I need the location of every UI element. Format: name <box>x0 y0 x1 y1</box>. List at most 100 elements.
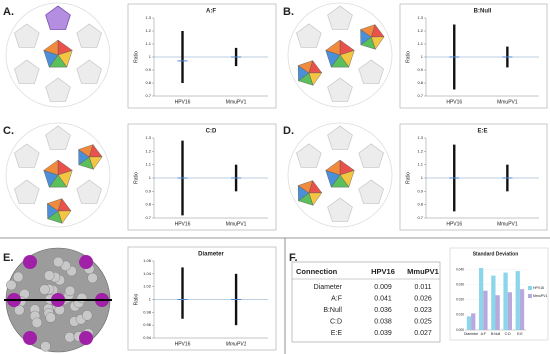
chart-frame <box>127 246 277 351</box>
bar <box>471 313 476 330</box>
x-tick-label: HPV16 <box>446 99 462 105</box>
capsomer-blob <box>76 292 88 304</box>
table-cell: 0.039 <box>374 330 392 337</box>
table-header: MmuPV1 <box>407 267 439 276</box>
capsomer-blob <box>6 279 17 291</box>
chart-title: B:Null <box>474 9 492 15</box>
chart-title: Diameter <box>198 252 224 258</box>
table-cell: B:Null <box>323 307 342 314</box>
table-header: Connection <box>296 267 338 276</box>
capsomer <box>360 24 376 38</box>
capsomer <box>43 39 59 56</box>
x-tick-label: HPV16 <box>446 221 462 227</box>
table-cell: 0.023 <box>414 307 432 314</box>
y-tick-label: 0.94 <box>143 335 152 340</box>
pentamer <box>13 179 40 204</box>
capsomer-blob <box>45 312 56 323</box>
bar <box>507 292 512 330</box>
y-tick-label: 1.3 <box>145 15 151 20</box>
y-tick-label: 1.04 <box>143 271 152 276</box>
panel-label: E. <box>3 252 13 264</box>
legend-label: HPV16 <box>533 286 544 290</box>
capsomer-blob <box>87 272 98 284</box>
table-header: HPV16 <box>371 267 395 276</box>
bar <box>491 275 496 330</box>
capsomer-blob <box>39 284 50 295</box>
y-axis-label: Ratio <box>133 172 139 184</box>
y-axis-label: Ratio <box>133 51 139 63</box>
table-cell: 0.025 <box>414 318 432 325</box>
y-tick-label: 1.02 <box>143 284 152 289</box>
bar <box>519 289 525 330</box>
pentamer <box>45 5 71 30</box>
chart-frame <box>399 123 548 231</box>
x-tick-label: HPV16 <box>175 99 191 105</box>
y-tick-label: 0.96 <box>143 322 152 327</box>
bar <box>479 268 484 330</box>
capsomer-blob <box>14 304 25 316</box>
x-tick-label: C:D <box>505 332 512 336</box>
bar <box>503 272 508 330</box>
table-cell: 0.027 <box>414 330 432 337</box>
capsomer <box>297 180 313 194</box>
y-tick-label: 0.030 <box>456 283 464 287</box>
y-axis-label: Ratio <box>405 51 411 63</box>
chart-title: E:E <box>477 129 487 135</box>
x-tick-label: A:F <box>481 332 486 336</box>
capsomer-blob <box>53 256 64 268</box>
capsomer <box>325 159 341 176</box>
pentamer <box>295 23 322 48</box>
y-tick-label: 1.3 <box>145 135 151 140</box>
bar <box>495 295 500 330</box>
pentamer <box>76 179 103 204</box>
y-axis-label: Ratio <box>133 293 139 305</box>
y-tick-label: 1.3 <box>417 15 423 20</box>
x-tick-label: MmuPV1 <box>226 341 247 347</box>
capsomer <box>43 159 59 176</box>
pentamer <box>358 179 385 204</box>
panel-label: D. <box>283 125 294 137</box>
pentamer <box>327 5 353 30</box>
capsomer-blob <box>64 332 75 343</box>
capsomer-blob <box>81 310 93 321</box>
capsomer <box>78 144 94 158</box>
table-frame <box>291 261 441 343</box>
bar <box>466 316 472 330</box>
x-tick-label: Diameter <box>464 332 479 336</box>
x-tick-label: E:E <box>517 332 523 336</box>
table-cell: A:F <box>331 295 342 302</box>
y-tick-label: 1 <box>149 297 152 302</box>
table-cell: 0.041 <box>374 295 392 302</box>
pentamer <box>358 143 385 168</box>
panel-label: B. <box>283 6 294 18</box>
purple-capsomer <box>79 331 93 345</box>
y-tick-label: 1 <box>421 54 424 59</box>
chart-frame <box>399 3 548 109</box>
capsid-outline <box>5 2 111 108</box>
pentamer <box>327 197 353 222</box>
x-tick-label: MmuPV1 <box>226 221 247 227</box>
capsomer-blob <box>31 317 43 328</box>
panel-label: A. <box>3 6 14 18</box>
legend-swatch <box>528 294 532 298</box>
y-tick-label: 1.06 <box>143 258 152 263</box>
y-tick-label: 0.010 <box>456 313 464 317</box>
y-tick-label: 1.1 <box>145 41 151 46</box>
y-tick-label: 1.1 <box>417 41 423 46</box>
pentamer <box>76 23 103 48</box>
y-tick-label: 0.8 <box>145 80 151 85</box>
x-tick-label: MmuPV1 <box>497 221 518 227</box>
panel-label: C. <box>3 125 14 137</box>
chart-frame <box>127 123 277 231</box>
pentamer <box>13 23 40 48</box>
y-tick-label: 0.7 <box>417 215 423 220</box>
x-tick-label: MmuPV1 <box>226 99 247 105</box>
y-tick-label: 0.9 <box>145 188 151 193</box>
y-tick-label: 1 <box>149 175 152 180</box>
y-tick-label: 0.98 <box>143 309 152 314</box>
y-tick-label: 0.8 <box>417 202 423 207</box>
capsomer-blob <box>40 341 51 352</box>
y-tick-label: 1.1 <box>145 162 151 167</box>
y-tick-label: 1.2 <box>145 28 151 33</box>
